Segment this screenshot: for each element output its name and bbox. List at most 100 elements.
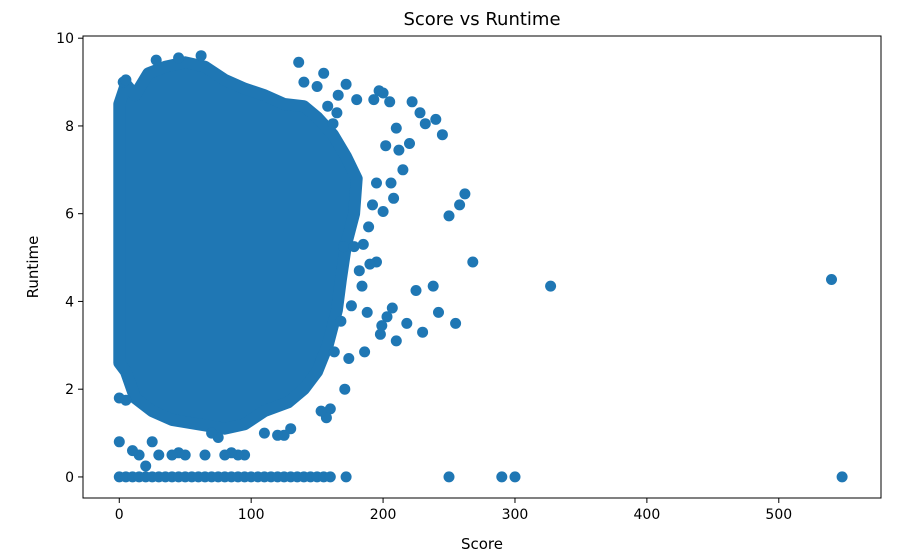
y-tick-label: 2: [65, 382, 74, 398]
plot-frame: [82, 35, 882, 499]
chart-title: Score vs Runtime: [403, 9, 560, 30]
data-point: [150, 54, 162, 66]
data-point: [397, 164, 409, 176]
data-point: [328, 346, 340, 358]
y-tick-label: 6: [65, 207, 74, 223]
x-tick-label: 200: [370, 507, 397, 523]
data-point: [332, 89, 344, 101]
data-point: [388, 192, 400, 204]
data-point: [327, 118, 339, 130]
data-point: [430, 113, 442, 125]
data-point: [390, 122, 402, 134]
data-point: [324, 471, 336, 483]
data-point: [509, 471, 521, 483]
data-point: [351, 94, 363, 106]
x-tick-label: 400: [634, 507, 661, 523]
data-point: [406, 96, 418, 108]
data-point: [146, 436, 158, 448]
data-point: [433, 306, 444, 318]
data-point: [414, 107, 426, 119]
y-tick-label: 8: [65, 119, 74, 135]
data-point: [364, 258, 376, 270]
data-point: [393, 144, 405, 156]
data-point: [356, 280, 368, 292]
data-point: [311, 81, 323, 92]
data-point: [340, 78, 352, 90]
data-point: [322, 100, 334, 112]
data-point: [384, 96, 396, 108]
y-tick-label: 10: [56, 31, 74, 47]
data-point: [386, 302, 398, 314]
data-point: [324, 403, 336, 415]
data-point: [376, 320, 388, 332]
y-axis-label: Runtime: [24, 236, 42, 299]
data-point: [335, 315, 347, 327]
x-axis: 0 100 200 300 400 500: [115, 498, 792, 523]
data-point: [166, 449, 178, 461]
data-point: [368, 94, 380, 106]
data-point: [450, 317, 462, 329]
data-point: [374, 328, 386, 340]
data-point: [345, 300, 357, 312]
x-tick-label: 0: [115, 507, 124, 523]
data-point: [361, 306, 373, 318]
point-cloud-area: [113, 56, 363, 435]
data-point: [401, 317, 413, 329]
data-point: [496, 471, 508, 483]
x-tick-label: 500: [765, 507, 792, 523]
data-point: [443, 471, 455, 483]
data-point: [348, 241, 360, 253]
data-point: [545, 280, 557, 292]
data-point: [454, 199, 466, 211]
data-point: [385, 177, 397, 189]
data-point: [340, 471, 352, 483]
data-point: [338, 241, 349, 253]
data-point: [153, 449, 165, 461]
data-point: [826, 274, 837, 285]
data-point: [258, 427, 270, 439]
data-point: [459, 188, 471, 200]
y-tick-label: 0: [65, 470, 74, 486]
data-point: [272, 429, 284, 441]
data-point: [199, 449, 211, 461]
data-point: [120, 394, 132, 406]
data-point: [293, 56, 305, 68]
data-point: [404, 138, 415, 149]
data-point: [427, 280, 439, 292]
data-point: [377, 206, 389, 217]
data-point: [173, 52, 185, 64]
data-point: [219, 449, 231, 461]
data-point: [381, 311, 393, 323]
data-point: [357, 238, 369, 250]
data-point: [443, 210, 455, 222]
data-point: [318, 67, 330, 79]
data-point: [339, 383, 351, 395]
data-point: [410, 285, 422, 296]
x-axis-label: Score: [461, 535, 503, 553]
data-point: [315, 405, 327, 417]
data-point: [195, 50, 207, 62]
data-point: [359, 346, 371, 358]
data-point: [380, 140, 392, 152]
data-point: [353, 265, 365, 277]
y-tick-label: 4: [65, 294, 74, 310]
data-point: [343, 353, 355, 364]
data-point: [140, 460, 152, 472]
data-point: [371, 177, 382, 189]
data-point: [298, 76, 310, 88]
data-points: [113, 50, 848, 483]
data-point: [331, 107, 343, 119]
data-point: [363, 221, 375, 233]
data-point: [206, 427, 218, 439]
y-axis: 0 2 4 6 8 10: [56, 31, 83, 486]
data-point: [417, 326, 429, 338]
data-point: [373, 85, 385, 97]
data-point: [467, 256, 479, 268]
data-point: [120, 74, 132, 86]
data-point: [836, 471, 848, 483]
data-point: [436, 129, 448, 141]
data-point: [127, 445, 138, 457]
point-cloud: [113, 56, 363, 435]
x-tick-label: 100: [238, 507, 265, 523]
